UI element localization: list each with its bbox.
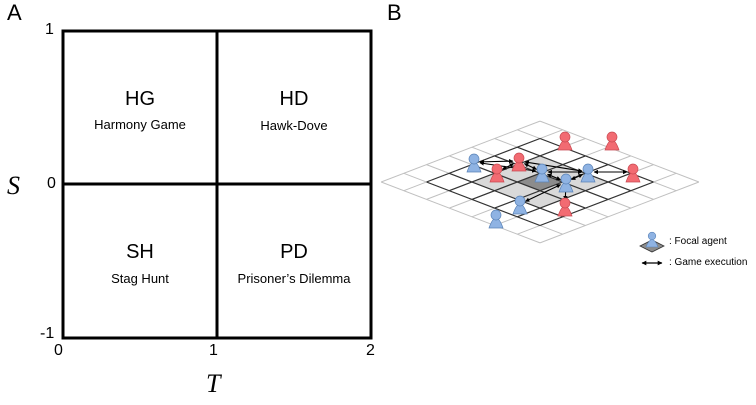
lattice-dark-line (517, 172, 632, 218)
blue-agent (558, 173, 574, 193)
game-arrow (525, 184, 561, 202)
blue-agent (466, 153, 482, 173)
agent-head (627, 163, 639, 175)
agent-head (490, 209, 502, 221)
lattice-dark-line (448, 172, 563, 218)
legend-focal-agent-label: : Focal agent (669, 236, 727, 247)
quadrant-hd-abbr: HD (279, 88, 309, 110)
agent-head (559, 197, 571, 209)
quadrant-pd-name: Prisoner’s Dilemma (237, 271, 351, 286)
agent-head (514, 195, 526, 207)
game-arrow (501, 163, 515, 170)
quadrant-hg-abbr: HG (125, 88, 155, 110)
quadrant-hg-name: Harmony Game (94, 117, 186, 132)
agent-head (582, 163, 594, 175)
red-agent (489, 163, 505, 183)
lattice-line (380, 120, 541, 183)
y-tick-0: 0 (47, 175, 56, 192)
quadrant-sh-abbr: SH (126, 241, 154, 263)
agent-head (468, 153, 480, 165)
x-tick-1: 1 (209, 342, 218, 359)
agent-head (491, 163, 503, 175)
quadrant-pd-abbr: PD (280, 241, 308, 263)
y-tick-1: 1 (45, 21, 54, 38)
red-agent (557, 131, 573, 151)
agent-head (560, 173, 572, 185)
red-agent (604, 131, 620, 151)
lattice-dark-line (426, 181, 541, 227)
lattice-line (539, 120, 700, 183)
agent-head (559, 131, 571, 143)
game-arrow (524, 160, 583, 173)
red-agent (625, 163, 641, 183)
x-tick-2: 2 (366, 342, 375, 359)
red-agent (557, 197, 573, 217)
lattice-line (380, 181, 541, 244)
lattice-line (539, 181, 700, 244)
y-tick-neg1: -1 (40, 325, 55, 342)
blue-agent (512, 195, 528, 215)
game-execution-arrows (479, 159, 628, 202)
x-tick-0: 0 (54, 342, 63, 359)
agent-head (513, 152, 525, 164)
y-axis-title: S (7, 171, 20, 200)
blue-agent (534, 163, 550, 183)
quadrant-sh-name: Stag Hunt (111, 271, 169, 286)
lattice-dark-line (539, 181, 654, 227)
agents (466, 131, 641, 229)
game-arrow (547, 173, 561, 181)
quadrant-hd-name: Hawk-Dove (260, 118, 328, 133)
agent-head (536, 163, 548, 175)
legend-focal-agent-icon (639, 231, 665, 253)
red-agent (511, 152, 527, 172)
legend-game-execution-label: : Game execution (669, 257, 748, 268)
blue-agent (488, 209, 504, 229)
panel-b-label: B (387, 0, 402, 25)
panel-a-label: A (7, 0, 22, 25)
blue-agent (580, 163, 596, 183)
agent-head (606, 131, 618, 143)
x-axis-title: T (206, 369, 221, 398)
game-arrow (479, 159, 514, 164)
game-arrow (571, 173, 583, 181)
